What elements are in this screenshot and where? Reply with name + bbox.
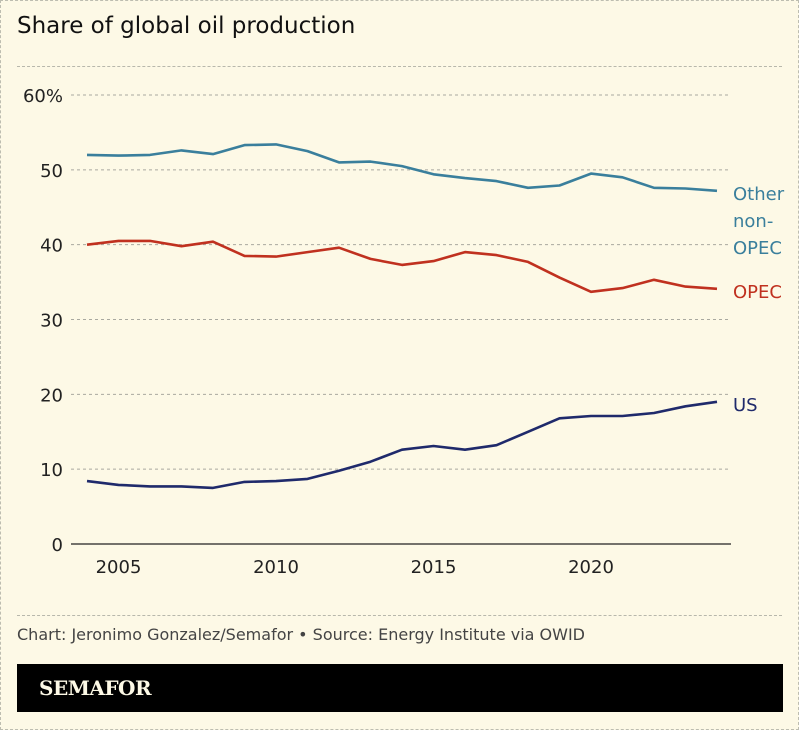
x-tick-label: 2005 xyxy=(96,557,142,578)
series-line-other-non-opec xyxy=(86,143,718,193)
divider xyxy=(17,615,782,616)
y-tick-label: 60% xyxy=(23,86,63,107)
y-tick-label: 30 xyxy=(40,311,63,332)
divider xyxy=(17,66,782,67)
y-tick-label: 20 xyxy=(40,385,63,406)
series-label: non- xyxy=(733,211,773,232)
y-tick-label: 10 xyxy=(40,460,63,481)
series-line-us xyxy=(86,400,718,490)
series-label: OPEC xyxy=(733,238,782,259)
x-tick-label: 2010 xyxy=(253,557,299,578)
semafor-logo: SEMAFOR xyxy=(39,676,152,700)
series-label: OPEC xyxy=(733,282,782,303)
chart-title: Share of global oil production xyxy=(17,13,356,39)
y-tick-label: 50 xyxy=(40,161,63,182)
y-tick-label: 40 xyxy=(40,236,63,257)
y-tick-label: 0 xyxy=(52,535,63,556)
series-label: US xyxy=(733,395,758,416)
series-line-opec xyxy=(86,239,718,294)
series-label: Other xyxy=(733,184,785,205)
footer-bar: SEMAFOR xyxy=(17,664,783,712)
x-tick-label: 2015 xyxy=(411,557,457,578)
x-tick-label: 2020 xyxy=(568,557,614,578)
source-note: Chart: Jeronimo Gonzalez/Semafor • Sourc… xyxy=(17,625,585,644)
